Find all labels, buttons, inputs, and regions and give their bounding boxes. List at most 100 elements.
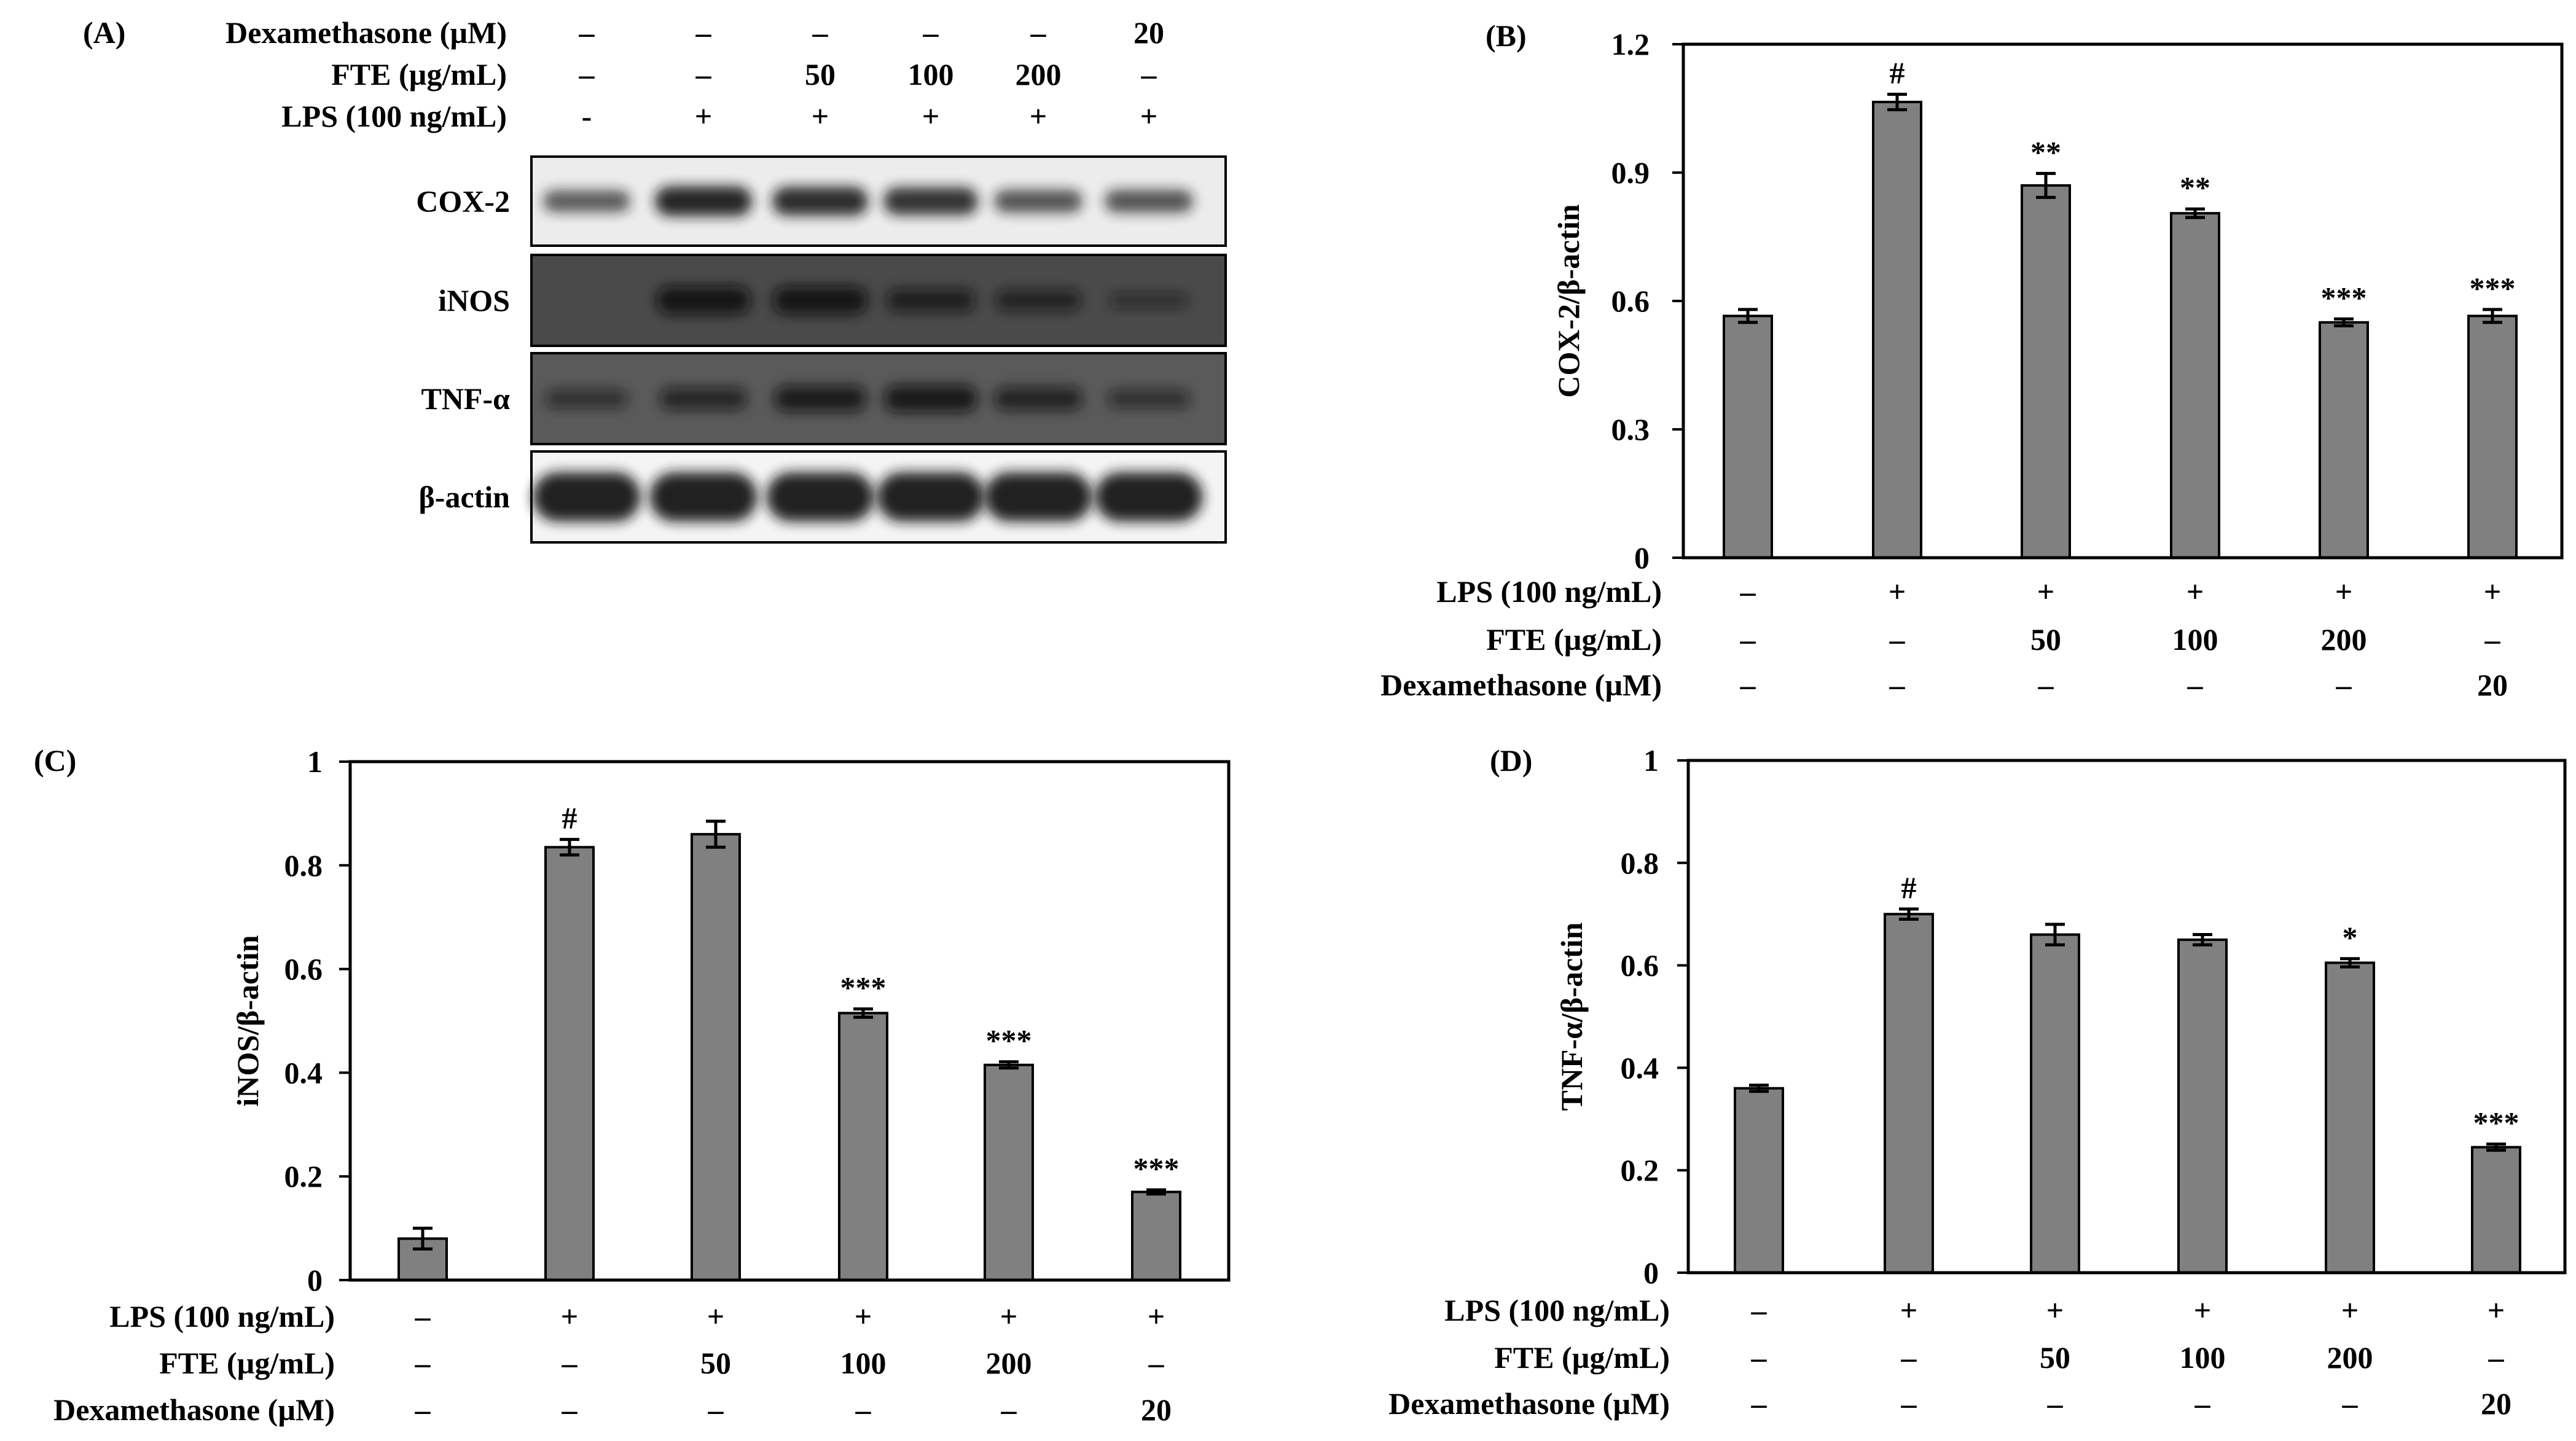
bar bbox=[544, 846, 595, 1281]
treatment-value: 100 bbox=[2172, 622, 2218, 657]
treatment-value: – bbox=[1148, 1346, 1165, 1380]
blot-band bbox=[543, 190, 630, 213]
panel-label: (D) bbox=[1490, 743, 1532, 778]
treatment-label: Dexamethasone (µM) bbox=[53, 1392, 335, 1427]
treatment-value: + bbox=[561, 1299, 579, 1334]
treatment-value: – bbox=[2187, 668, 2204, 702]
blot-band bbox=[649, 472, 758, 521]
treatment-label: LPS (100 ng/mL) bbox=[109, 1299, 335, 1334]
bar bbox=[2170, 212, 2220, 559]
blot-band bbox=[656, 286, 751, 314]
blot-band bbox=[1095, 472, 1203, 521]
y-tick-label: 0.6 bbox=[1621, 948, 1659, 983]
blot-label: TNF-α bbox=[421, 381, 510, 416]
bar bbox=[1884, 913, 1934, 1274]
treatment-value: + bbox=[1030, 99, 1047, 133]
bar bbox=[1131, 1190, 1181, 1282]
treatment-value: – bbox=[695, 15, 712, 50]
treatment-value: – bbox=[415, 1299, 431, 1334]
treatment-value: + bbox=[1148, 1299, 1165, 1334]
y-axis-label: iNOS/β-actin bbox=[230, 935, 265, 1106]
panel-b-cox2-chart: (B)#******* ***00.30.60.91.2COX-2/β-actin… bbox=[1380, 18, 2564, 702]
treatment-value: + bbox=[1140, 99, 1158, 133]
treatment-value: – bbox=[855, 1392, 872, 1427]
treatment-value: – bbox=[1001, 1392, 1017, 1427]
treatment-value: – bbox=[1740, 574, 1756, 609]
treatment-value: 200 bbox=[2327, 1340, 2373, 1375]
treatment-value: + bbox=[2488, 1293, 2505, 1327]
y-tick-label: 0.3 bbox=[1611, 412, 1650, 447]
y-tick-label: 0.4 bbox=[1621, 1050, 1659, 1085]
treatment-value: + bbox=[2186, 574, 2204, 609]
blot-band bbox=[773, 286, 867, 314]
treatment-label: FTE (µg/mL) bbox=[1486, 622, 1662, 657]
y-tick-label: 0.2 bbox=[1621, 1153, 1659, 1187]
bar bbox=[2177, 938, 2228, 1274]
panel-a-western-blot: (A) Dexamethasone (µM) – – – – – 20 FTE (µg/mL) –… bbox=[83, 15, 1227, 544]
y-tick-label: 0.6 bbox=[284, 952, 323, 986]
treatment-value: + bbox=[695, 99, 713, 133]
y-tick-label: 1 bbox=[307, 744, 323, 779]
treatment-value: – bbox=[2484, 622, 2501, 657]
significance-label: # bbox=[1890, 56, 1905, 90]
significance-label: *** bbox=[1133, 1151, 1180, 1185]
treatment-value: – bbox=[1889, 668, 1906, 702]
significance-label: *** bbox=[2470, 271, 2516, 305]
y-tick-label: 0 bbox=[307, 1263, 323, 1297]
treatment-value: – bbox=[1030, 15, 1047, 50]
blot-band bbox=[995, 290, 1081, 311]
y-tick-label: 1 bbox=[1643, 743, 1659, 778]
treatment-value: – bbox=[2194, 1386, 2211, 1421]
treatment-value: + bbox=[922, 99, 940, 133]
treatment-value: + bbox=[2037, 574, 2055, 609]
blot-band bbox=[533, 472, 641, 521]
treatment-value: – bbox=[1751, 1340, 1768, 1375]
treatment-value: 50 bbox=[805, 57, 836, 92]
treatment-value: + bbox=[2341, 1293, 2359, 1327]
blot-band bbox=[984, 472, 1092, 521]
treatment-value: – bbox=[1740, 668, 1756, 702]
significance-label: *** bbox=[2321, 280, 2367, 314]
blot-band bbox=[655, 186, 752, 216]
bar bbox=[984, 1063, 1034, 1281]
treatment-value: – bbox=[2336, 668, 2352, 702]
panel-label: (B) bbox=[1486, 18, 1527, 53]
treatment-value: + bbox=[2046, 1293, 2064, 1327]
blot-band bbox=[884, 385, 977, 412]
treatment-value: 20 bbox=[1141, 1392, 1172, 1427]
treatment-value: – bbox=[562, 1392, 578, 1427]
treatment-value: – bbox=[1751, 1386, 1768, 1421]
blot-band bbox=[546, 389, 628, 408]
significance-label: * bbox=[2343, 920, 2358, 955]
y-tick-label: 0 bbox=[1634, 541, 1650, 575]
significance-label: ** bbox=[2030, 135, 2061, 169]
treatment-value: – bbox=[415, 1392, 431, 1427]
blot-band bbox=[772, 187, 868, 216]
treatment-value: – bbox=[579, 15, 595, 50]
treatment-value: – bbox=[579, 57, 595, 92]
treatment-value: – bbox=[1740, 622, 1756, 657]
treatment-value: + bbox=[1900, 1293, 1918, 1327]
bar bbox=[2467, 314, 2518, 560]
significance-label: # bbox=[562, 801, 577, 835]
blot-band bbox=[883, 187, 978, 216]
treatment-value: + bbox=[2194, 1293, 2212, 1327]
treatment-value: 50 bbox=[2030, 622, 2061, 657]
blot-band bbox=[1105, 189, 1193, 213]
blot-band bbox=[1108, 389, 1190, 408]
treatment-value: – bbox=[923, 15, 939, 50]
blot-band bbox=[994, 189, 1082, 213]
treatment-value: – bbox=[2342, 1386, 2359, 1421]
treatment-value: – bbox=[1751, 1293, 1768, 1327]
treatment-value: – bbox=[415, 1346, 431, 1380]
treatment-value: – bbox=[1901, 1386, 1917, 1421]
treatment-value: – bbox=[695, 57, 712, 92]
blot-label: COX-2 bbox=[416, 184, 510, 219]
panel-c-inos-chart: (C) # *** *** *** 0 0.2 0.4 0.6 0.8 1 iNOS/β-actin L… bbox=[34, 743, 1231, 1427]
treatment-value: 100 bbox=[2180, 1340, 2226, 1375]
significance-label: *** bbox=[2473, 1106, 2519, 1140]
y-axis-label: TNF-α/β-actin bbox=[1554, 922, 1589, 1111]
treatment-value: 200 bbox=[1016, 57, 1062, 92]
